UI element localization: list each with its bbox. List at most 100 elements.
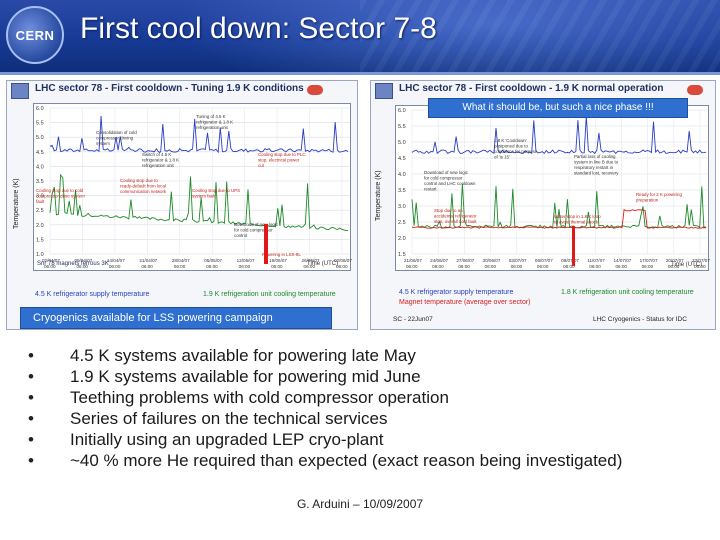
stop-marker	[572, 226, 575, 266]
list-item: • Teething problems with cold compressor …	[28, 388, 708, 409]
y-tick-label: 4.5	[398, 156, 406, 162]
x-tick-label: 06:00	[642, 264, 654, 269]
annotation-text: Powering in LSS-8L	[262, 252, 301, 257]
annotation-text: communication network	[120, 189, 167, 194]
bullet-text: Series of failures on the technical serv…	[70, 409, 388, 428]
x-tick-label: 14/07/07	[613, 258, 631, 263]
y-tick-label: 1.5	[398, 252, 406, 258]
x-tick-label: 23/07/07	[692, 258, 710, 263]
x-tick-label: 06:00	[206, 264, 218, 269]
y-tick-label: 6.0	[36, 106, 44, 112]
x-tick-label: 21/06/07	[404, 258, 422, 263]
series-cooling-line	[49, 173, 348, 232]
annotation-text: respiratory restart in	[574, 165, 614, 170]
right-footer-left: SC - 22Jun07	[393, 316, 433, 323]
x-tick-label: 06:00	[239, 264, 251, 269]
x-tick-label: 06:00	[668, 264, 680, 269]
annotation-text: Stop due to an	[434, 208, 463, 213]
annotation-text: Water stop in 1.8 K loop	[554, 214, 601, 219]
x-tick-label: 05/05/07	[204, 258, 222, 263]
annotation-text: Consolidation of cold	[96, 130, 137, 135]
right-chart-panel: LHC sector 78 - First cooldown - 1.9 K n…	[370, 80, 716, 330]
annotation-text: control	[234, 233, 247, 238]
annotation-text: Tuning of 4.5 K	[196, 114, 226, 119]
bullet-marker: •	[28, 346, 34, 365]
list-item: • ~40 % more He required than expected (e…	[28, 451, 708, 472]
powering-marker	[264, 224, 268, 264]
x-tick-label: 09/04/07	[74, 258, 92, 263]
x-tick-label: 06:00	[44, 264, 56, 269]
y-tick-label: 3.0	[398, 204, 406, 210]
y-tick-label: 5.5	[36, 121, 44, 127]
y-tick-label: 2.0	[36, 223, 44, 229]
annotation-text: to avoid thermal shock	[554, 220, 599, 225]
status-dot-icon	[687, 85, 703, 95]
right-plot-area: 6.0 5.5 5.0 4.5 4.0 3.5 3.0 2.5 2.0 1.5 21/06/07 06…	[395, 105, 710, 271]
right-footer-right: LHC Cryogenics - Status for IDC	[593, 316, 687, 323]
annotation-text: refrigeration unit	[142, 163, 175, 168]
annotation-text: postponed due to	[494, 144, 528, 149]
y-tick-label: 2.5	[36, 208, 44, 214]
annotation-text: for cold compressor	[424, 176, 463, 181]
x-tick-label: 06:00	[432, 264, 444, 269]
series-magnet-line	[411, 208, 707, 229]
x-tick-label: 06:00	[76, 264, 88, 269]
left-corner-label: Snr 78 magnets ferrous 3K	[37, 261, 109, 267]
header-pattern	[360, 0, 720, 72]
x-tick-label: 14/04/07	[107, 258, 125, 263]
x-tick-label: 19/05/07	[269, 258, 287, 263]
x-tick-label: 06:00	[537, 264, 549, 269]
annotation-text: system	[96, 141, 110, 146]
bullet-marker: •	[28, 451, 34, 470]
app-icon	[11, 83, 29, 99]
y-tick-label: 4.5	[36, 150, 44, 156]
x-tick-label: 02/06/07	[334, 258, 352, 263]
annotation-text: system in line B due to	[574, 160, 619, 165]
left-plot-area: 6.0 5.5 5.0 4.5 4.0 3.5 3.0 2.5 2.0 1.5 1.0 02/04/0…	[33, 103, 352, 271]
y-tick-label: 5.5	[398, 124, 406, 130]
x-tick-label: 06:00	[511, 264, 523, 269]
x-tick-label: 06:00	[304, 264, 316, 269]
bullet-marker: •	[28, 430, 34, 449]
annotation-text: Ready for 2 K powering	[636, 192, 682, 197]
bullet-text: ~40 % more He required than expected (ex…	[70, 451, 623, 470]
y-tick-label: 2.0	[398, 236, 406, 242]
x-tick-label: 06:00	[141, 264, 153, 269]
y-tick-label: 3.0	[36, 194, 44, 200]
bullet-text: 4.5 K systems available for powering lat…	[70, 346, 416, 365]
annotation-text: 1.8 K 'Cooldown'	[494, 138, 527, 143]
left-time-label: Time (UTC)	[307, 261, 339, 267]
x-tick-label: 03/07/07	[509, 258, 527, 263]
x-tick-label: 06:00	[563, 264, 575, 269]
series-supply-line	[411, 115, 707, 155]
y-tick-label: 3.5	[36, 179, 44, 185]
x-tick-label: 21/04/07	[139, 258, 157, 263]
x-tick-label: 06:00	[109, 264, 121, 269]
annotation-text: compressor drive system	[36, 194, 85, 199]
right-legend-supply: 4.5 K refrigerator supply temperature	[399, 289, 514, 296]
left-legend-supply: 4.5 K refrigerator supply temperature	[35, 291, 150, 298]
x-tick-label: 06:00	[406, 264, 418, 269]
bullet-marker: •	[28, 388, 34, 407]
annotation-text: refrigeration unit	[196, 125, 229, 130]
y-tick-label: 5.0	[398, 140, 406, 146]
series-supply-line	[49, 115, 349, 154]
annotation-text: for cold compressor	[234, 228, 273, 233]
x-tick-label: 28/04/07	[172, 258, 190, 263]
y-tick-label: 1.0	[36, 252, 44, 258]
list-item: • Series of failures on the technical ser…	[28, 409, 708, 430]
header-divider	[0, 72, 720, 75]
annotation-text: system fault	[192, 194, 216, 199]
bullet-text: Initially using an upgraded LEP cryo-pla…	[70, 430, 384, 449]
annotation-text: stop, overall cold fault	[434, 219, 477, 224]
x-tick-label: 09/07/07	[561, 258, 579, 263]
author-footer: G. Arduini – 10/09/2007	[296, 497, 424, 511]
right-legend-magnet: Magnet temperature (average over sector)	[399, 299, 531, 306]
